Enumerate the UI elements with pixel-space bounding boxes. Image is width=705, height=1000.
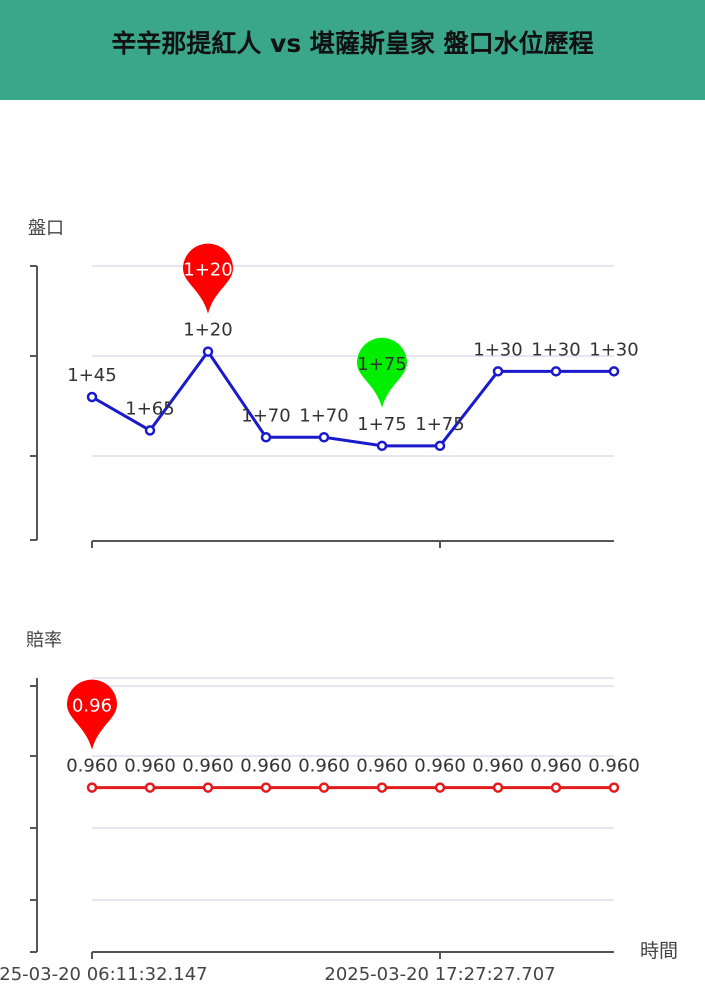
chart2-data-label-3: 0.960 bbox=[240, 756, 292, 777]
chart2-data-label-7: 0.960 bbox=[472, 756, 524, 777]
x-axis-title: 時間 bbox=[640, 940, 678, 962]
x-tick-label-0: 2025-03-20 06:11:32.147 bbox=[0, 964, 208, 985]
chart2-point-4 bbox=[318, 782, 330, 793]
chart1-data-label-9: 1+30 bbox=[589, 339, 638, 360]
chart2-point-2 bbox=[202, 782, 214, 793]
chart1-data-label-0: 1+45 bbox=[67, 365, 116, 386]
chart1-data-label-1: 1+65 bbox=[125, 398, 174, 419]
chart1-y-axis-title: 盤口 bbox=[28, 218, 64, 239]
chart1-point-0 bbox=[86, 391, 98, 403]
chart1-max-marker bbox=[183, 243, 233, 314]
chart2-point-7 bbox=[492, 782, 504, 793]
chart1-min-marker-label: 1+75 bbox=[357, 354, 406, 375]
chart2-y-axis-title: 賠率 bbox=[26, 630, 62, 651]
page-title: 辛辛那提紅人 vs 堪薩斯皇家 盤口水位歷程 bbox=[111, 29, 594, 58]
chart1-data-label-6: 1+75 bbox=[415, 414, 464, 435]
chart1-point-3 bbox=[260, 432, 272, 443]
chart1-point-1 bbox=[144, 425, 156, 436]
chart2-data-label-5: 0.960 bbox=[356, 756, 408, 777]
chart1-point-5 bbox=[376, 440, 388, 452]
chart1-data-label-2: 1+20 bbox=[183, 320, 232, 341]
chart1-data-label-4: 1+70 bbox=[299, 405, 348, 426]
chart1-data-label-8: 1+30 bbox=[531, 339, 580, 360]
chart2-point-8 bbox=[550, 782, 562, 793]
chart1-point-9 bbox=[608, 366, 620, 377]
chart1-max-marker-label: 1+20 bbox=[183, 260, 232, 281]
chart2-data-label-0: 0.960 bbox=[66, 756, 118, 777]
chart2-point-1 bbox=[144, 782, 156, 793]
chart1-data-label-7: 1+30 bbox=[473, 339, 522, 360]
chart2-point-6 bbox=[434, 782, 446, 793]
chart2-data-label-8: 0.960 bbox=[530, 756, 582, 777]
chart2-data-label-6: 0.960 bbox=[414, 756, 466, 777]
chart2-point-3 bbox=[260, 782, 272, 793]
chart2-point-9 bbox=[608, 782, 620, 793]
header-bar bbox=[0, 0, 705, 100]
chart2-data-label-9: 0.960 bbox=[588, 756, 640, 777]
chart1-min-marker bbox=[356, 337, 407, 408]
chart2-max-marker-label: 0.96 bbox=[72, 696, 112, 717]
chart1-point-7 bbox=[492, 366, 504, 377]
chart1-data-label-3: 1+70 bbox=[241, 405, 290, 426]
chart2-point-0 bbox=[86, 782, 98, 793]
chart2-max-marker bbox=[67, 679, 117, 750]
x-tick-label-1: 2025-03-20 17:27:27.707 bbox=[324, 964, 555, 985]
chart1-point-2 bbox=[202, 346, 214, 357]
chart1-series-line bbox=[91, 350, 614, 448]
chart1-data-label-5: 1+75 bbox=[357, 414, 406, 435]
chart2-point-5 bbox=[376, 782, 388, 793]
chart1-point-8 bbox=[550, 366, 562, 377]
chart2-data-label-2: 0.960 bbox=[182, 756, 234, 777]
chart2-data-label-1: 0.960 bbox=[124, 756, 176, 777]
chart1-point-4 bbox=[318, 432, 330, 443]
chart1-point-6 bbox=[434, 440, 446, 452]
chart2-data-label-4: 0.960 bbox=[298, 756, 350, 777]
